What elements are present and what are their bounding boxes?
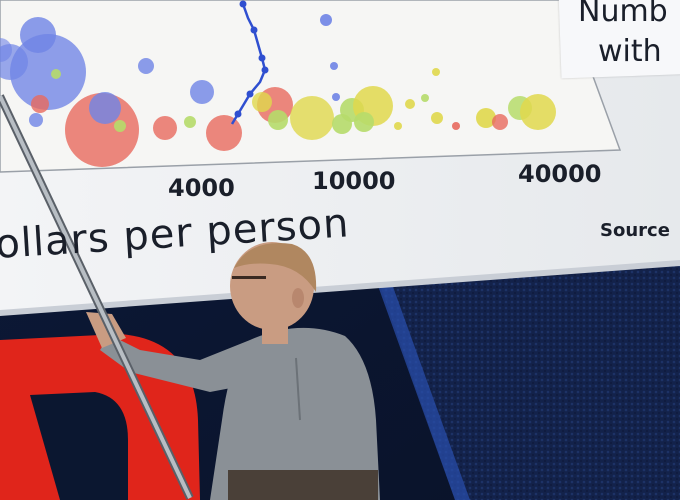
x-tick-label: 4000 xyxy=(168,174,235,202)
bubble-cluster xyxy=(0,14,556,167)
legend-text-line-2: with xyxy=(598,34,662,69)
presenter xyxy=(86,242,380,500)
screen-bottom-edge xyxy=(0,260,680,316)
backdrop-edge xyxy=(378,284,470,500)
legend-text-line-1: Numb xyxy=(578,0,668,29)
pointer-stick-highlight xyxy=(0,95,192,499)
x-tick-label: 40000 xyxy=(518,160,602,188)
source-label: Source xyxy=(600,220,670,241)
x-tick-label: 10000 xyxy=(312,167,396,195)
trail-points xyxy=(234,0,269,118)
fabric-backdrop xyxy=(380,262,680,500)
logo-counter xyxy=(30,392,128,500)
